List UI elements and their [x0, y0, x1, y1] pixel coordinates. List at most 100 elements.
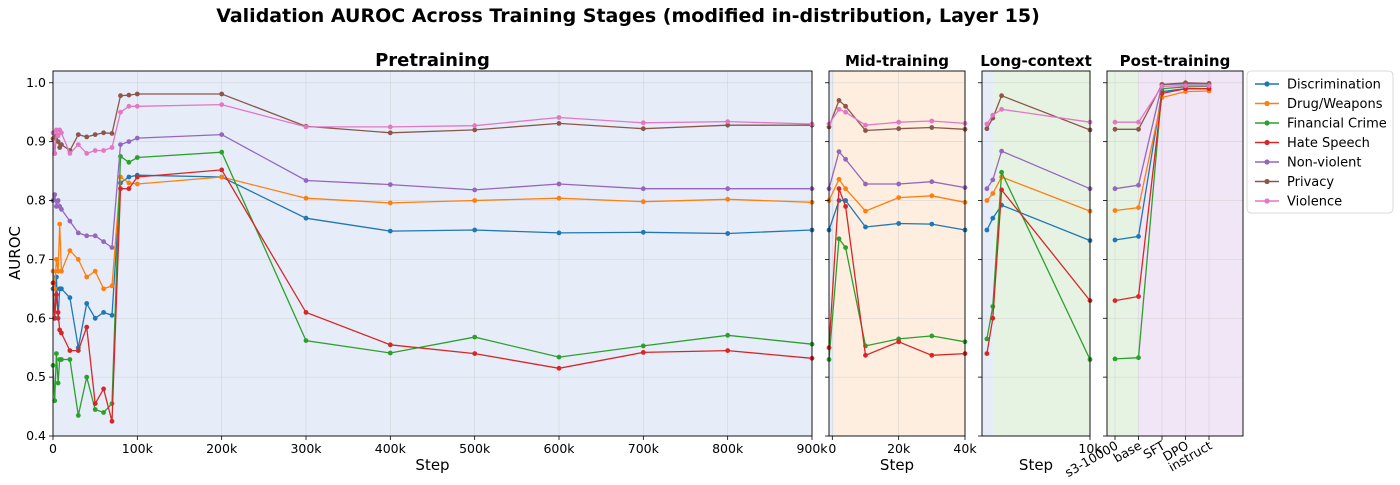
data-point	[126, 186, 132, 192]
data-point	[843, 204, 848, 209]
data-point	[303, 124, 309, 130]
panel-pretraining: 0.4 0.5 0.6 0.7 0.8 0.9 1.0 0 100k 200k 300k 400k 50…	[26, 50, 828, 474]
data-point	[387, 124, 393, 130]
data-point	[863, 352, 868, 358]
data-point	[303, 178, 309, 183]
data-point	[472, 127, 478, 133]
chart-title: Validation AUROC Across Training Stages …	[216, 5, 1040, 27]
data-point	[126, 139, 132, 145]
data-point	[219, 102, 225, 107]
data-point	[109, 418, 115, 424]
data-point	[863, 181, 868, 187]
data-point	[59, 206, 64, 212]
panel-frame	[828, 70, 966, 437]
data-point	[725, 231, 731, 236]
legend-label: Financial Crime	[1287, 117, 1387, 132]
data-point	[1112, 126, 1118, 132]
legend: Discrimination Drug/Weapons Financial Crim…	[1246, 70, 1394, 214]
data-point	[303, 310, 309, 315]
x-tick-label: 500k	[459, 441, 491, 456]
data-point	[134, 91, 140, 97]
data-point	[472, 123, 478, 129]
data-point	[990, 304, 996, 309]
panel-background	[982, 71, 994, 436]
data-point	[84, 134, 90, 140]
data-point	[640, 343, 646, 349]
x-tick-label: 0	[828, 441, 836, 456]
data-point	[863, 122, 868, 128]
data-point	[134, 103, 140, 109]
data-point	[472, 351, 478, 356]
panel-background	[1138, 71, 1243, 436]
data-point	[75, 132, 81, 138]
data-point	[92, 148, 98, 153]
data-point	[101, 410, 106, 415]
x-tick-label: 400k	[375, 441, 407, 456]
data-point	[67, 218, 73, 224]
data-point	[725, 196, 731, 202]
data-point	[843, 103, 848, 109]
data-point	[118, 186, 123, 192]
data-point	[126, 92, 132, 98]
panel-title: Post-training	[1120, 52, 1231, 70]
data-point	[863, 128, 868, 133]
data-point	[101, 386, 106, 392]
data-point	[843, 109, 848, 115]
data-point	[59, 130, 64, 136]
data-point	[836, 149, 842, 155]
panel-frame	[52, 70, 813, 437]
panel-background	[1107, 71, 1139, 436]
series-line-non-violent	[986, 150, 1091, 190]
data-point	[67, 348, 73, 353]
panel-frame	[981, 70, 1091, 437]
data-point	[990, 215, 996, 221]
data-point	[126, 174, 132, 180]
x-tick-label: 0	[49, 441, 57, 456]
data-point	[92, 132, 98, 138]
data-point	[52, 398, 58, 404]
series-line-privacy	[986, 94, 1091, 131]
data-point	[984, 336, 990, 342]
panels: 0.4 0.5 0.6 0.7 0.8 0.9 1.0 0 100k 200k 300k 400k 50…	[26, 50, 1244, 480]
data-point	[556, 181, 562, 187]
data-point	[640, 199, 646, 205]
data-point	[109, 312, 115, 318]
data-point	[219, 167, 225, 173]
data-point	[472, 198, 478, 203]
x-tick-label: base	[1111, 437, 1145, 465]
legend-label: Hate Speech	[1287, 136, 1370, 151]
data-point	[92, 233, 98, 239]
series-line-discrimination	[986, 204, 1091, 242]
data-point	[863, 208, 868, 214]
x-tick-label: 900k	[796, 441, 828, 456]
y-tick-label: 1.0	[26, 75, 46, 90]
data-point	[1136, 205, 1141, 211]
data-point	[984, 351, 990, 356]
data-point	[1112, 237, 1118, 243]
data-point	[126, 180, 132, 186]
data-point	[725, 122, 731, 128]
data-point	[54, 292, 59, 298]
y-tick-label: 0.4	[26, 428, 46, 443]
data-point	[836, 98, 842, 103]
legend-label: Drug/Weapons	[1287, 97, 1383, 112]
y-tick-label: 0.9	[26, 134, 46, 149]
data-point	[118, 93, 123, 99]
data-point	[101, 148, 106, 153]
data-point	[896, 339, 902, 345]
data-point	[75, 348, 81, 353]
data-point	[472, 187, 478, 193]
data-point	[999, 106, 1004, 112]
data-point	[640, 229, 646, 235]
data-point	[59, 357, 64, 362]
x-axis-label: Step	[880, 456, 914, 474]
data-point	[836, 106, 842, 112]
data-point	[67, 295, 73, 301]
series-line-hate-speech	[986, 188, 1091, 354]
data-point	[556, 365, 562, 371]
legend-marker	[1264, 100, 1270, 107]
data-point	[59, 268, 64, 274]
data-point	[843, 156, 848, 162]
data-point	[990, 177, 996, 183]
data-point	[55, 380, 61, 386]
